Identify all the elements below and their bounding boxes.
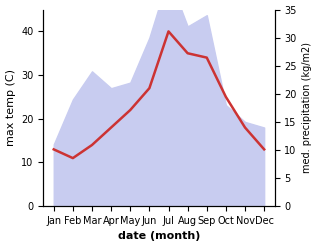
Y-axis label: med. precipitation (kg/m2): med. precipitation (kg/m2) <box>302 42 313 173</box>
X-axis label: date (month): date (month) <box>118 231 200 242</box>
Y-axis label: max temp (C): max temp (C) <box>5 69 16 146</box>
